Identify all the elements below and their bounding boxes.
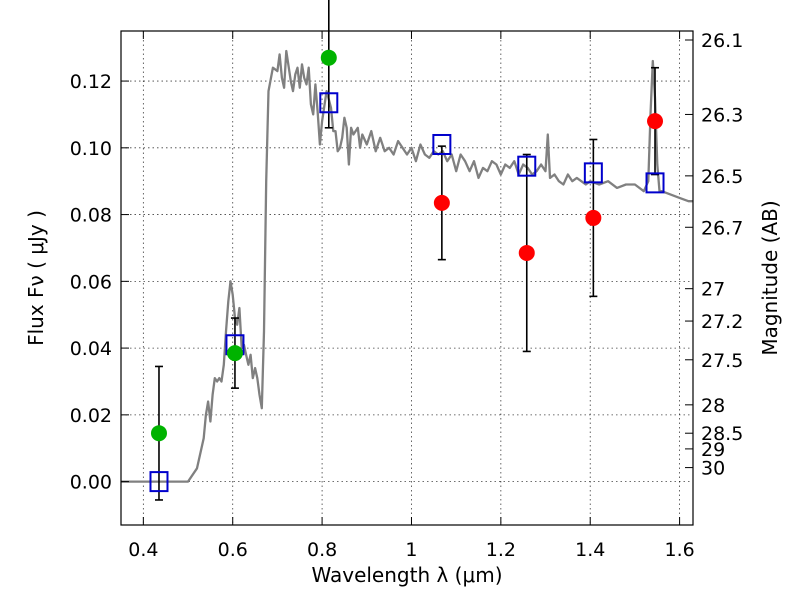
x-axis-label: Wavelength λ (μm)	[311, 563, 502, 587]
right-tick-label: 26.5	[701, 166, 743, 188]
synthetic-photometry-square	[319, 92, 339, 114]
tick-labels: 0.4 0.6 0.8 1 1.2 1.4 1.6 0.00 0.02 0.04 0.06 0.08 0…	[70, 30, 744, 561]
right-axis-label: Magnitude (AB)	[758, 200, 782, 355]
x-tick-label: 0.6	[218, 539, 248, 561]
x-tick-label: 1	[405, 539, 417, 561]
right-tick-label: 26.7	[701, 217, 743, 239]
model-sed-line	[121, 49, 693, 483]
model-layer	[121, 49, 693, 483]
y-tick-label: 0.12	[70, 71, 112, 93]
synthetic-photometry-square	[432, 133, 452, 155]
right-tick-label: 26.1	[701, 30, 743, 52]
x-tick-label: 0.4	[128, 539, 158, 561]
y-axis-label: Flux Fν ( μJy )	[24, 210, 48, 346]
plot-frame	[120, 30, 694, 526]
data-point	[226, 345, 243, 362]
right-tick-label: 26.3	[701, 104, 743, 126]
data-point	[647, 113, 664, 130]
y-tick-label: 0.04	[70, 338, 112, 360]
right-tick-label: 30	[701, 458, 725, 480]
synthetic-photometry-square	[517, 155, 537, 177]
data-point	[585, 209, 602, 226]
y-tick-label: 0.08	[70, 205, 112, 227]
right-tick-label: 27.2	[701, 311, 743, 333]
right-tick-label: 28.5	[701, 423, 743, 445]
grid	[121, 31, 693, 525]
data-point	[320, 49, 337, 66]
right-tick-label: 27.5	[701, 350, 743, 372]
x-tick-label: 0.8	[307, 539, 337, 561]
synthetic-photometry-square	[645, 172, 665, 194]
synthetic-photometry-square	[583, 162, 603, 184]
point-layer	[150, 49, 664, 442]
y-tick-label: 0.06	[70, 271, 112, 293]
x-tick-label: 1.4	[575, 539, 605, 561]
right-tick-label: 29	[701, 439, 725, 461]
right-tick-label: 28	[701, 395, 725, 417]
x-tick-label: 1.6	[664, 539, 694, 561]
errorbar-layer	[154, 0, 660, 501]
synthetic-photometry-square	[149, 471, 169, 493]
y-tick-label: 0.10	[70, 138, 112, 160]
data-point	[518, 244, 535, 261]
x-tick-label: 1.2	[486, 539, 516, 561]
ticks	[121, 31, 693, 525]
y-tick-label: 0.00	[70, 472, 112, 494]
square-layer	[149, 92, 665, 493]
y-tick-label: 0.02	[70, 405, 112, 427]
data-point	[150, 425, 167, 442]
data-point	[433, 194, 450, 211]
right-tick-label: 27	[701, 279, 725, 301]
